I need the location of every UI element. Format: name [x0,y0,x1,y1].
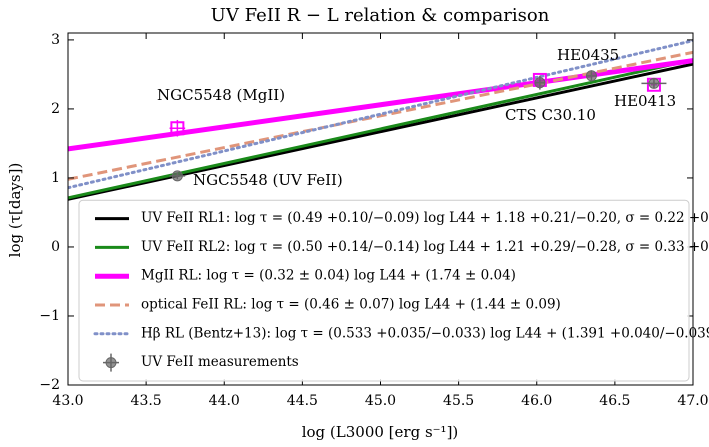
annotation: CTS C30.10 [505,106,596,124]
x-tick-label: 45.5 [443,393,474,409]
x-tick-label: 43.5 [131,393,162,409]
x-tick-label: 47.0 [677,393,708,409]
x-tick-label: 44.0 [209,393,240,409]
legend-label: UV FeII RL1: log τ = (0.49 +0.10/−0.09) … [141,210,709,226]
y-tick-label: 0 [51,239,60,255]
point [170,121,185,136]
series-line [68,39,693,190]
legend-label: UV FeII measurements [141,354,299,370]
legend-swatch [105,357,117,369]
series-line [68,50,693,181]
legend-label: MgII RL: log τ = (0.32 ± 0.04) log L44 +… [141,268,516,284]
annotation: NGC5548 (MgII) [157,86,285,104]
plot-frame [67,32,694,386]
legend-label: Hβ RL (Bentz+13): log τ = (0.533 +0.035/… [141,325,709,341]
point [585,70,597,82]
y-tick-label: −1 [39,308,60,324]
plot-area [68,39,693,201]
x-tick-label: 46.5 [599,393,630,409]
y-tick-label: 2 [51,101,60,117]
x-axis-label: log (L3000 [erg s⁻¹]) [302,423,459,441]
x-tick-label: 43.0 [52,393,83,409]
x-tick-label: 44.5 [287,393,318,409]
point [648,77,660,89]
series-line [68,58,693,152]
y-axis-label: log (τ[days]) [6,163,24,258]
annotation: HE0413 [614,92,676,110]
x-tick-label: 45.0 [365,393,396,409]
legend-label: UV FeII RL2: log τ = (0.50 +0.14/−0.14) … [141,239,709,255]
legend-box [78,199,690,382]
point [171,170,183,182]
x-tick-label: 46.0 [521,393,552,409]
annotation: HE0435 [557,46,619,64]
legend-label: optical FeII RL: log τ = (0.46 ± 0.07) l… [141,297,561,313]
series-line [68,58,693,200]
y-tick-label: 3 [51,32,60,48]
y-tick-label: −2 [39,377,60,393]
chart-title: UV FeII R − L relation & comparison [211,5,550,26]
y-tick-label: 1 [51,170,60,186]
series-line [68,62,693,201]
point [534,77,546,89]
annotation: NGC5548 (UV FeII) [193,171,343,189]
